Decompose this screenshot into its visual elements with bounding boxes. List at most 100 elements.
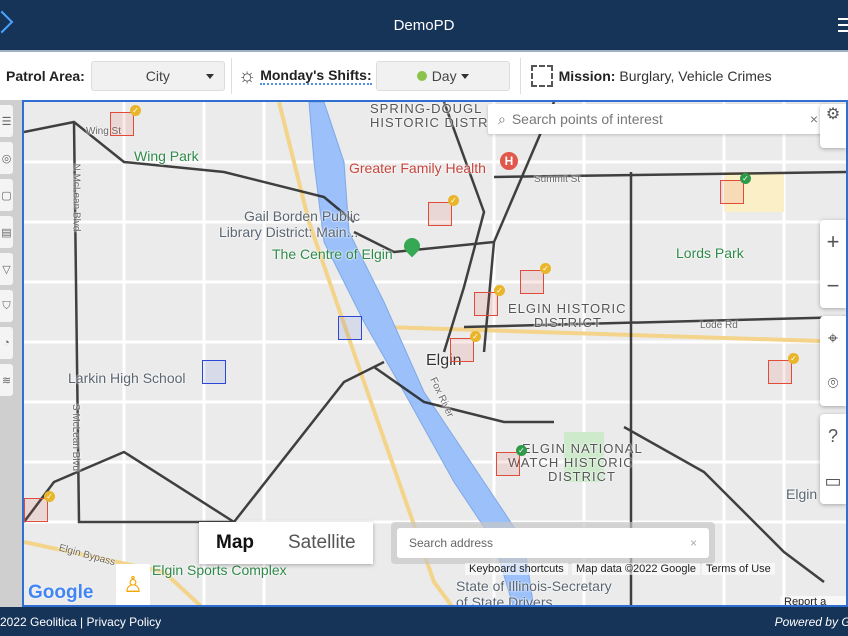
map-type-map[interactable]: Map <box>216 532 254 553</box>
hospital-icon: H <box>500 152 518 170</box>
map-label: ELGIN HISTORIC <box>508 301 627 316</box>
top-bar: DemoPD <box>0 0 848 50</box>
copyright-text[interactable]: 2022 Geolitica | Privacy Policy <box>0 614 162 629</box>
map-label: SPRING-DOUGL <box>370 101 483 116</box>
filter-bar: Patrol Area: City ☼ Monday's Shifts: Day… <box>0 50 848 100</box>
check-icon: ✓ <box>44 491 55 502</box>
map-label: DISTRICT <box>534 315 602 330</box>
help-icon[interactable]: ? <box>827 426 838 446</box>
divider <box>230 58 232 94</box>
map-pin-icon[interactable]: ⌾ <box>827 373 839 393</box>
zone-box[interactable]: ✓ <box>24 491 55 522</box>
search-poi-input[interactable]: ⌕ Search points of interest × <box>488 104 828 134</box>
map-label: The Centre of Elgin <box>272 246 393 262</box>
keyboard-shortcuts-link[interactable]: Keyboard shortcuts <box>465 563 568 575</box>
close-icon[interactable]: × <box>689 536 697 550</box>
map-label: N McLean Blvd <box>70 163 82 232</box>
search-poi-placeholder: Search points of interest <box>511 111 663 127</box>
zoom-control: + − <box>820 220 846 308</box>
map-label: Wing Park <box>134 148 199 164</box>
zone-box[interactable]: ✓ <box>520 263 551 294</box>
mission-value: Burglary, Vehicle Crimes <box>619 68 772 84</box>
patrol-area-select[interactable]: City <box>90 61 225 91</box>
document-icon[interactable]: ▤ <box>0 216 13 248</box>
footer: 2022 Geolitica | Privacy Policy Powered … <box>0 607 848 636</box>
patrol-box[interactable] <box>202 360 226 384</box>
pegman-icon[interactable]: ♙ <box>116 564 150 605</box>
chevron-down-icon <box>460 73 469 79</box>
check-icon: ✓ <box>540 263 551 274</box>
sun-icon: ☼ <box>237 64 257 87</box>
patrol-area-value: City <box>145 68 170 84</box>
help-control: ? ▭ <box>820 414 846 504</box>
search-icon: ⌕ <box>498 110 506 127</box>
search-address-input[interactable]: Search address × <box>397 528 709 558</box>
map-label: WATCH HISTORIC <box>508 455 634 470</box>
feedback-icon[interactable]: ▭ <box>824 471 842 491</box>
patrol-area-label: Patrol Area: <box>6 68 85 84</box>
map-label: Library District: Main... <box>219 224 359 240</box>
square-icon[interactable]: ▢ <box>0 179 13 211</box>
chevron-icon[interactable] <box>0 10 14 34</box>
zone-box[interactable]: ✓ <box>428 195 459 226</box>
zone-box[interactable]: ✓ <box>496 445 527 476</box>
zone-box[interactable]: ✓ <box>110 105 141 136</box>
google-logo: Google <box>28 582 94 603</box>
patrol-box[interactable] <box>338 316 362 340</box>
check-icon: ✓ <box>740 173 751 184</box>
report-link[interactable]: Report a map <box>780 596 846 605</box>
map-label: Elgin Sports Complex <box>152 562 287 578</box>
map-label: Wing St <box>86 126 122 137</box>
map-label: HISTORIC DISTR <box>370 115 489 130</box>
layers-icon[interactable]: ≋ <box>0 364 13 396</box>
map-label: Elgin <box>786 486 818 502</box>
chevron-down-icon <box>205 73 214 79</box>
mission-focus-icon <box>530 65 553 87</box>
zoom-out-button[interactable]: − <box>826 273 840 298</box>
map-label: Greater Family Health <box>349 160 486 176</box>
check-icon: ✓ <box>130 105 141 116</box>
map-label: Summit St <box>534 174 581 185</box>
target-icon[interactable]: ◎ <box>0 142 13 174</box>
map-label: Gail Borden Public <box>244 208 360 224</box>
divider <box>519 58 521 94</box>
hamburger-icon[interactable] <box>838 14 848 36</box>
crosshair-icon[interactable]: ⌖ <box>827 328 839 348</box>
map-type-control: Map Satellite <box>199 522 373 564</box>
zone-box[interactable]: ✓ <box>720 173 751 204</box>
map-label: ELGIN NATIONAL <box>522 441 643 456</box>
terms-link[interactable]: Terms of Use <box>702 563 775 575</box>
map-label: DISTRICT <box>548 469 616 484</box>
check-icon: ✓ <box>516 445 527 456</box>
left-toolbar: ☰ ◎ ▢ ▤ ▽ ⛉ ◔ ≋ <box>0 100 22 607</box>
filter-icon[interactable]: ▽ <box>0 253 13 285</box>
shift-value: Day <box>431 68 457 84</box>
map-data-text: Map data ©2022 Google <box>572 563 701 575</box>
zone-box[interactable]: ✓ <box>450 331 481 362</box>
timer-icon[interactable]: ◔ <box>0 327 13 359</box>
close-icon[interactable]: × <box>809 111 818 127</box>
check-icon: ✓ <box>788 353 799 364</box>
powered-by-text: Powered by Geolitica <box>774 614 848 629</box>
zoom-in-button[interactable]: + <box>826 229 840 254</box>
app-title: DemoPD <box>393 16 455 34</box>
zone-box[interactable]: ✓ <box>768 353 799 384</box>
settings-icon[interactable]: ⚙ <box>820 104 846 148</box>
map-label: State of Illinois-Secretary <box>456 578 612 594</box>
check-icon: ✓ <box>448 195 459 206</box>
map-label: S McLean Blvd <box>70 403 82 472</box>
badge-icon[interactable]: ⛉ <box>0 290 13 322</box>
zone-box[interactable]: ✓ <box>474 285 505 316</box>
map-label: Lords Park <box>676 245 744 261</box>
map-label: of State Drivers... <box>456 594 565 607</box>
map-type-satellite[interactable]: Satellite <box>288 532 356 553</box>
check-icon: ✓ <box>494 285 505 296</box>
mission-label: Mission: <box>558 68 616 84</box>
map-label: Larkin High School <box>68 370 186 386</box>
check-icon: ✓ <box>470 331 481 342</box>
shift-select[interactable]: Day <box>375 61 510 91</box>
search-address-placeholder: Search address <box>409 536 494 550</box>
list-icon[interactable]: ☰ <box>0 105 13 137</box>
map[interactable]: SPRING-DOUGL HISTORIC DISTR Wing Park Gr… <box>22 100 848 607</box>
map-label: Lode Rd <box>700 320 738 331</box>
